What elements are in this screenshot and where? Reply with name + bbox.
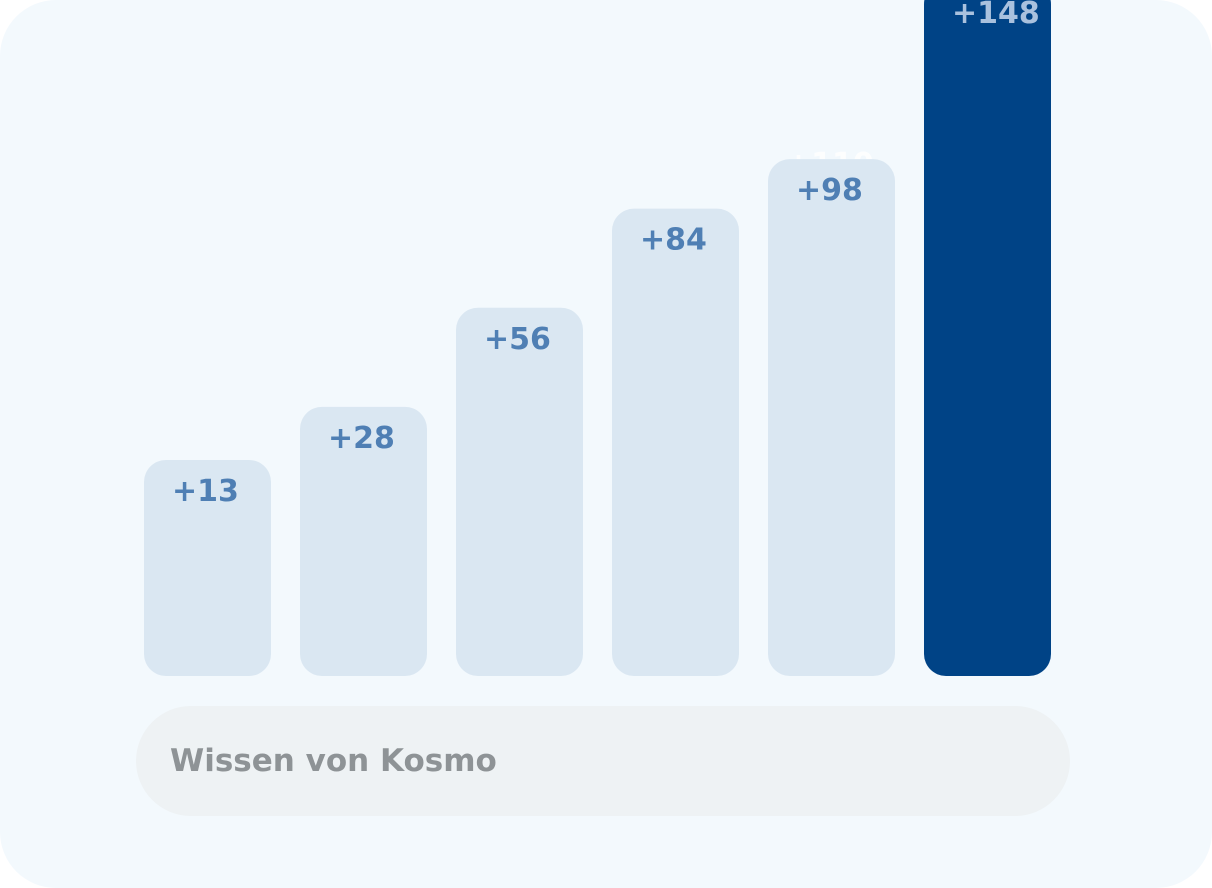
search-placeholder: Wissen von Kosmo xyxy=(170,743,497,779)
bar-value-label: +148 xyxy=(952,0,1040,31)
bar xyxy=(768,159,895,676)
bar-value-label: +84 xyxy=(640,223,707,258)
bar-value-label: +98 xyxy=(796,173,863,208)
bar xyxy=(924,0,1051,676)
bar xyxy=(456,307,583,676)
search-input[interactable]: Wissen von Kosmo xyxy=(136,706,1070,816)
bar-value-label: +56 xyxy=(484,322,551,357)
bar xyxy=(300,406,427,676)
bar-value-label: +13 xyxy=(172,474,239,509)
bar xyxy=(144,459,271,676)
bar-value-label: +28 xyxy=(328,421,395,456)
bar xyxy=(612,208,739,676)
